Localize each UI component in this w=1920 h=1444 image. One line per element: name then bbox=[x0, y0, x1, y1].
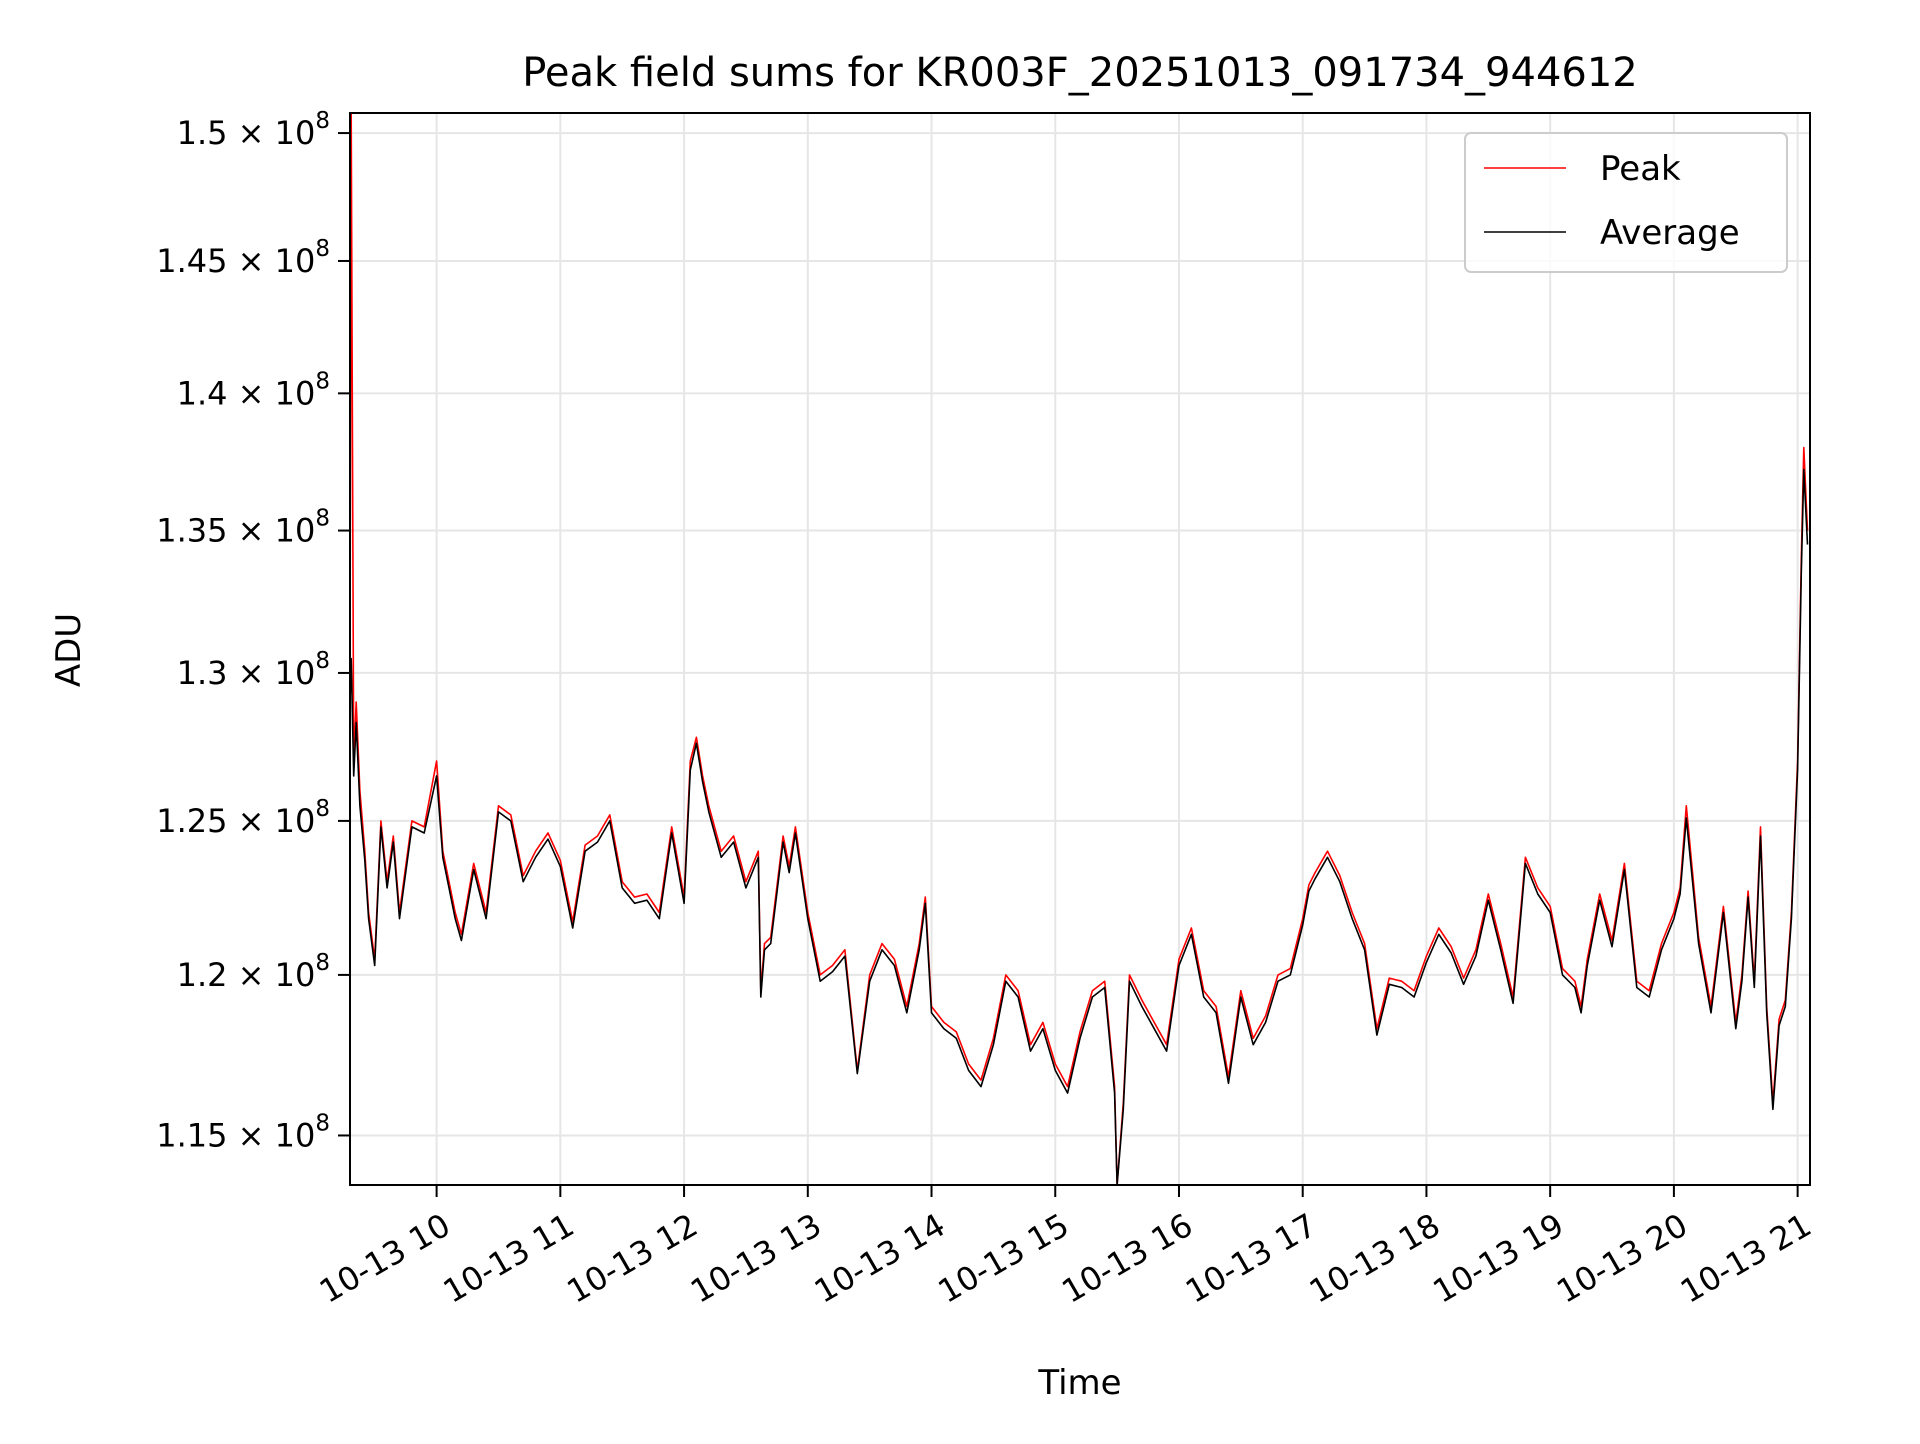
legend-label-peak: Peak bbox=[1600, 149, 1681, 189]
y-tick-label: 1.15 × 108 bbox=[156, 1110, 330, 1154]
y-tick-label: 1.25 × 108 bbox=[156, 796, 330, 840]
legend-label-average: Average bbox=[1600, 213, 1740, 253]
legend: Peak Average bbox=[1464, 132, 1788, 273]
series-group bbox=[350, 113, 1809, 1185]
y-tick-label: 1.35 × 108 bbox=[156, 506, 330, 550]
y-axis: 1.15 × 108 1.2 × 108 1.25 × 108 1.3 × 108 1.… bbox=[156, 108, 350, 1154]
y-tick-label: 1.45 × 108 bbox=[156, 236, 330, 280]
y-tick-label: 1.5 × 108 bbox=[177, 108, 330, 152]
x-axis-label: Time bbox=[1037, 1363, 1121, 1403]
y-tick-label: 1.2 × 108 bbox=[177, 950, 330, 994]
y-axis-label: ADU bbox=[49, 613, 89, 687]
plot-lines bbox=[350, 113, 1809, 1185]
series-line-peak bbox=[350, 113, 1809, 1185]
y-tick-label: 1.3 × 108 bbox=[177, 648, 330, 692]
y-tick-label: 1.4 × 108 bbox=[177, 368, 330, 412]
plot-frame bbox=[349, 112, 1811, 1186]
chart-title: Peak field sums for KR003F_20251013_0917… bbox=[522, 50, 1638, 96]
series-line-average bbox=[350, 468, 1809, 1185]
